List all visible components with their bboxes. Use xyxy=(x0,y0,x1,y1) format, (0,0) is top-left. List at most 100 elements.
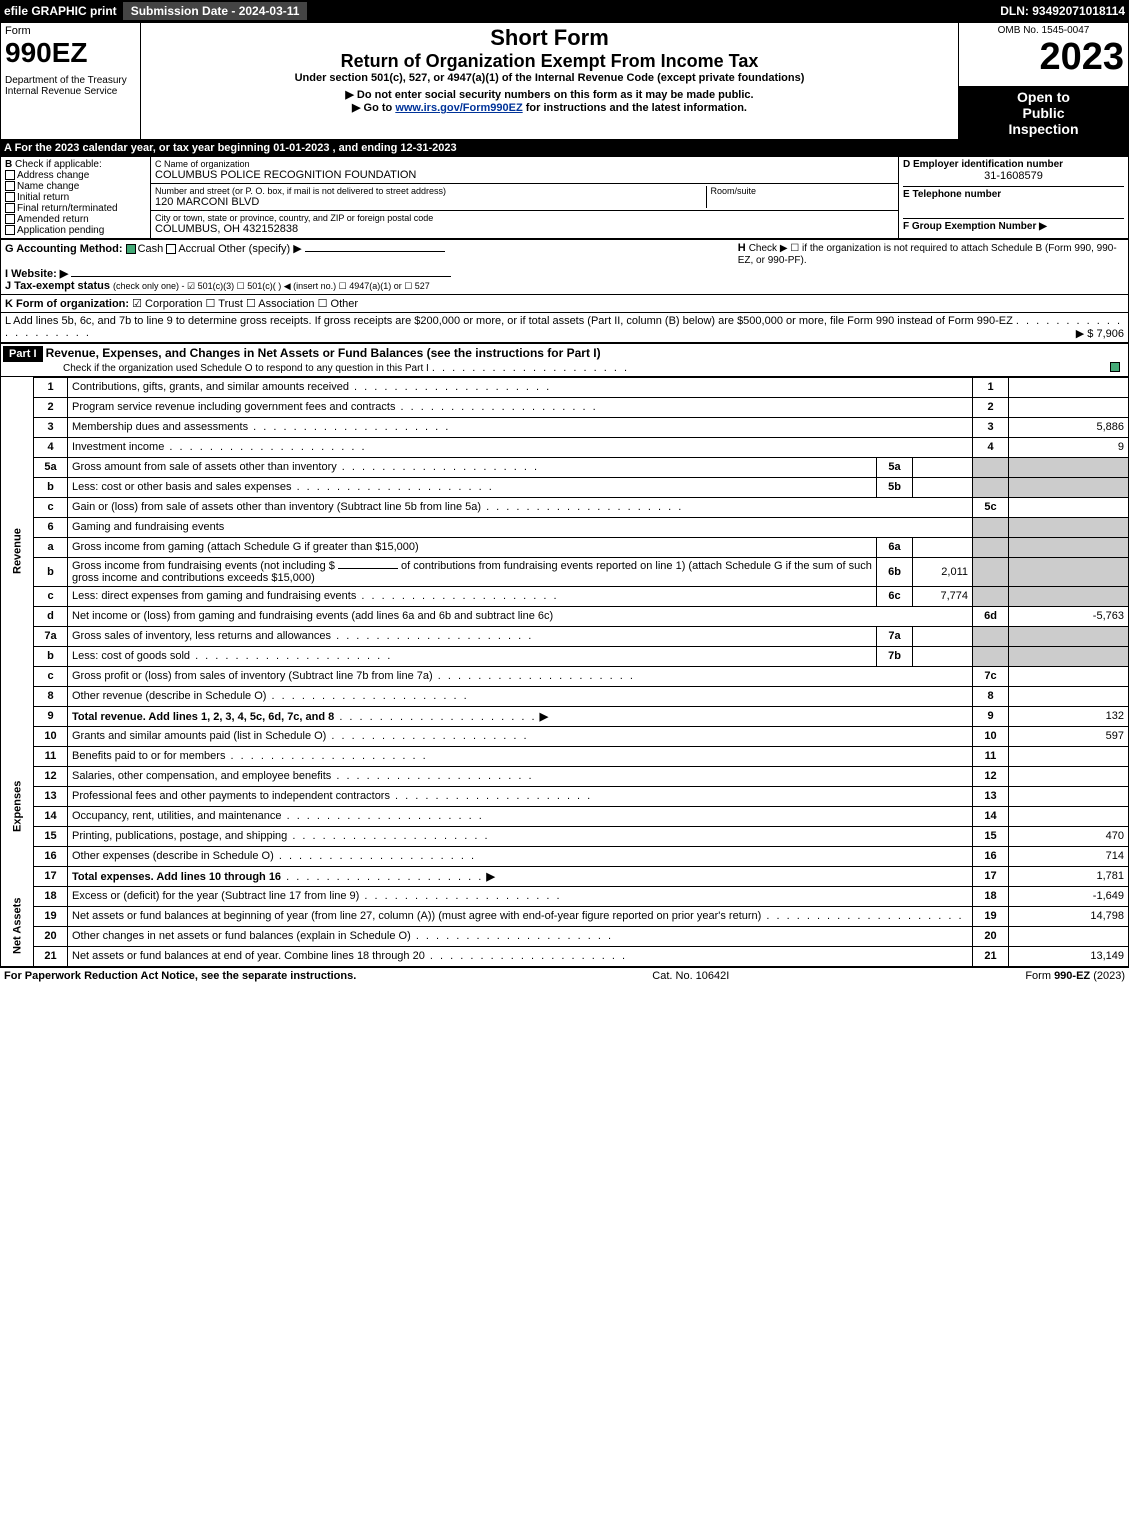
b-check-if: Check if applicable: xyxy=(15,159,102,170)
expenses-side-label: Expenses xyxy=(1,726,34,886)
dots-icon xyxy=(248,421,450,433)
checkbox-name-change[interactable] xyxy=(5,181,15,191)
amended-label: Amended return xyxy=(17,214,89,225)
footer-form-bold: 990-EZ xyxy=(1054,970,1090,982)
checkbox-cash[interactable] xyxy=(126,244,136,254)
dots-icon xyxy=(349,381,551,393)
line-num: 4 xyxy=(34,437,68,457)
table-row: c Gain or (loss) from sale of assets oth… xyxy=(1,497,1129,517)
dots-icon xyxy=(359,890,561,902)
website-input[interactable] xyxy=(71,276,451,277)
top-bar: efile GRAPHIC print Submission Date - 20… xyxy=(0,0,1129,22)
line-amount: 597 xyxy=(1009,726,1129,746)
line-text: Occupancy, rent, utilities, and maintena… xyxy=(72,810,282,822)
irs-link[interactable]: www.irs.gov/Form990EZ xyxy=(395,102,522,114)
contrib-input[interactable] xyxy=(338,568,398,569)
footer-catno: Cat. No. 10642I xyxy=(652,970,729,982)
checkbox-initial[interactable] xyxy=(5,192,15,202)
dots-icon xyxy=(326,730,528,742)
checkbox-final[interactable] xyxy=(5,203,15,213)
line-num: b xyxy=(34,477,68,497)
dots-icon xyxy=(190,650,392,662)
goto-pre: ▶ Go to xyxy=(352,102,395,114)
line-amount: 5,886 xyxy=(1009,417,1129,437)
line-box: 4 xyxy=(973,437,1009,457)
table-row: 12 Salaries, other compensation, and emp… xyxy=(1,766,1129,786)
line-amount xyxy=(1009,766,1129,786)
dots-icon xyxy=(337,461,539,473)
checkbox-amended[interactable] xyxy=(5,214,15,224)
sub-amount: 2,011 xyxy=(913,557,973,586)
line-box: 17 xyxy=(973,866,1009,886)
sub-box: 5b xyxy=(877,477,913,497)
line-text: Less: cost of goods sold xyxy=(72,650,190,662)
line-box: 21 xyxy=(973,946,1009,966)
line-text: Other changes in net assets or fund bala… xyxy=(72,930,411,942)
dots-icon xyxy=(225,750,427,762)
table-row: 15 Printing, publications, postage, and … xyxy=(1,826,1129,846)
goto-post: for instructions and the latest informat… xyxy=(523,102,747,114)
checkbox-addr-change[interactable] xyxy=(5,170,15,180)
section-a: A For the 2023 calendar year, or tax yea… xyxy=(0,140,1129,156)
line-text: Program service revenue including govern… xyxy=(72,401,395,413)
arrow-icon: ▶ xyxy=(540,711,548,723)
other-label: Other (specify) ▶ xyxy=(218,243,302,255)
line-text: Printing, publications, postage, and shi… xyxy=(72,830,287,842)
checkbox-app-pending[interactable] xyxy=(5,225,15,235)
table-row: 13 Professional fees and other payments … xyxy=(1,786,1129,806)
open-inspection-box: Open to Public Inspection xyxy=(959,86,1129,139)
dots-icon xyxy=(432,362,629,374)
omb-number: OMB No. 1545-0047 xyxy=(963,25,1124,36)
line-text: Gross amount from sale of assets other t… xyxy=(72,461,337,473)
other-specify-input[interactable] xyxy=(305,251,445,252)
sub-amount xyxy=(913,626,973,646)
dots-icon xyxy=(266,690,468,702)
cash-label: Cash xyxy=(138,243,164,255)
dots-icon xyxy=(282,810,484,822)
table-row: 7a Gross sales of inventory, less return… xyxy=(1,626,1129,646)
shaded-cell xyxy=(973,586,1009,606)
k-text: ☑ Corporation ☐ Trust ☐ Association ☐ Ot… xyxy=(132,298,358,310)
table-row: 9 Total revenue. Add lines 1, 2, 3, 4, 5… xyxy=(1,706,1129,726)
table-row: 21 Net assets or fund balances at end of… xyxy=(1,946,1129,966)
dots-icon xyxy=(425,950,627,962)
line-text: Total revenue. Add lines 1, 2, 3, 4, 5c,… xyxy=(72,711,334,723)
line-num: 18 xyxy=(34,886,68,906)
city-label: City or town, state or province, country… xyxy=(155,213,894,223)
dept-label: Department of the Treasury xyxy=(5,75,136,86)
l-amount: ▶ $ 7,906 xyxy=(1076,327,1124,340)
line-box: 5c xyxy=(973,497,1009,517)
line-amount xyxy=(1009,377,1129,397)
submission-date: Submission Date - 2024-03-11 xyxy=(123,2,308,20)
ssn-warning: ▶ Do not enter social security numbers o… xyxy=(145,88,954,101)
line-amount: -1,649 xyxy=(1009,886,1129,906)
line-num: 9 xyxy=(34,706,68,726)
dots-icon xyxy=(281,871,483,883)
line-box: 6d xyxy=(973,606,1009,626)
line-num: 1 xyxy=(34,377,68,397)
form-header: Form 990EZ Department of the Treasury In… xyxy=(0,22,1129,140)
line-num: 3 xyxy=(34,417,68,437)
shaded-cell xyxy=(973,477,1009,497)
table-row: 19 Net assets or fund balances at beginn… xyxy=(1,906,1129,926)
checkbox-accrual[interactable] xyxy=(166,244,176,254)
line-box: 10 xyxy=(973,726,1009,746)
table-row: 6 Gaming and fundraising events xyxy=(1,517,1129,537)
table-row: 17 Total expenses. Add lines 10 through … xyxy=(1,866,1129,886)
line-amount xyxy=(1009,806,1129,826)
table-row: Expenses 10 Grants and similar amounts p… xyxy=(1,726,1129,746)
shaded-cell xyxy=(1009,517,1129,537)
line-text: Investment income xyxy=(72,441,164,453)
city-value: COLUMBUS, OH 432152838 xyxy=(155,223,894,235)
checkbox-schedule-o[interactable] xyxy=(1110,362,1120,372)
shaded-cell xyxy=(973,646,1009,666)
initial-label: Initial return xyxy=(17,192,69,203)
k-label: K Form of organization: xyxy=(5,298,129,310)
dots-icon xyxy=(761,910,963,922)
f-label: F Group Exemption Number ▶ xyxy=(903,218,1124,232)
table-row: 8 Other revenue (describe in Schedule O)… xyxy=(1,686,1129,706)
shaded-cell xyxy=(1009,557,1129,586)
line-text: Membership dues and assessments xyxy=(72,421,248,433)
line-box: 14 xyxy=(973,806,1009,826)
line-num: 13 xyxy=(34,786,68,806)
